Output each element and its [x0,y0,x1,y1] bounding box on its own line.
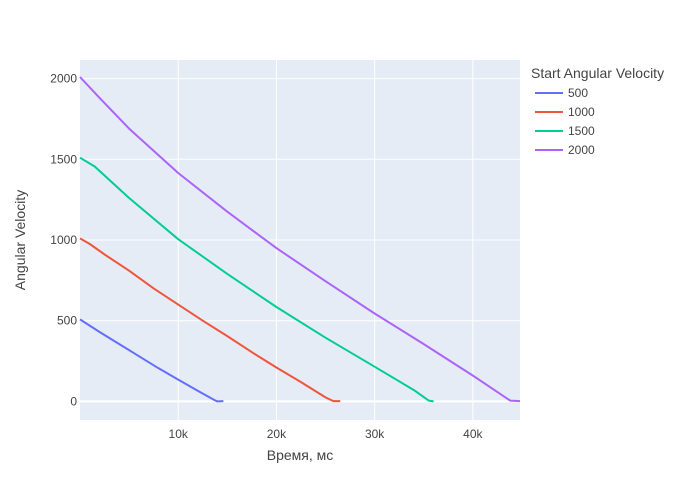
x-tick-label: 20k [267,427,287,441]
y-tick-label: 1500 [50,152,77,166]
x-tick-label: 40k [463,427,483,441]
legend-label-2000: 2000 [568,143,595,157]
series-line-1000 [79,237,341,403]
x-tick-label: 10k [169,427,189,441]
y-tick-label: 2000 [50,72,77,86]
y-tick-label: 1000 [50,233,77,247]
series-line-500 [79,318,224,403]
y-axis-ticks: 0 500 1000 1500 2000 [50,72,77,409]
legend-label-1000: 1000 [568,105,595,119]
series-line-1500 [79,156,434,403]
x-axis-title: Время, мс [267,447,334,463]
legend-label-500: 500 [568,86,588,100]
series-lines [79,76,521,403]
x-axis-ticks: 10k 20k 30k 40k [169,427,484,441]
y-tick-label: 0 [70,394,77,408]
series-line-2000 [79,76,521,403]
legend-items: 500 1000 1500 2000 [535,86,595,157]
y-axis-title: Angular Velocity [12,190,28,290]
y-tick-label: 500 [57,314,77,328]
legend: Start Angular Velocity 500 1000 1500 2000 [531,65,664,157]
legend-label-1500: 1500 [568,124,595,138]
legend-title: Start Angular Velocity [531,65,664,81]
x-tick-label: 30k [365,427,385,441]
